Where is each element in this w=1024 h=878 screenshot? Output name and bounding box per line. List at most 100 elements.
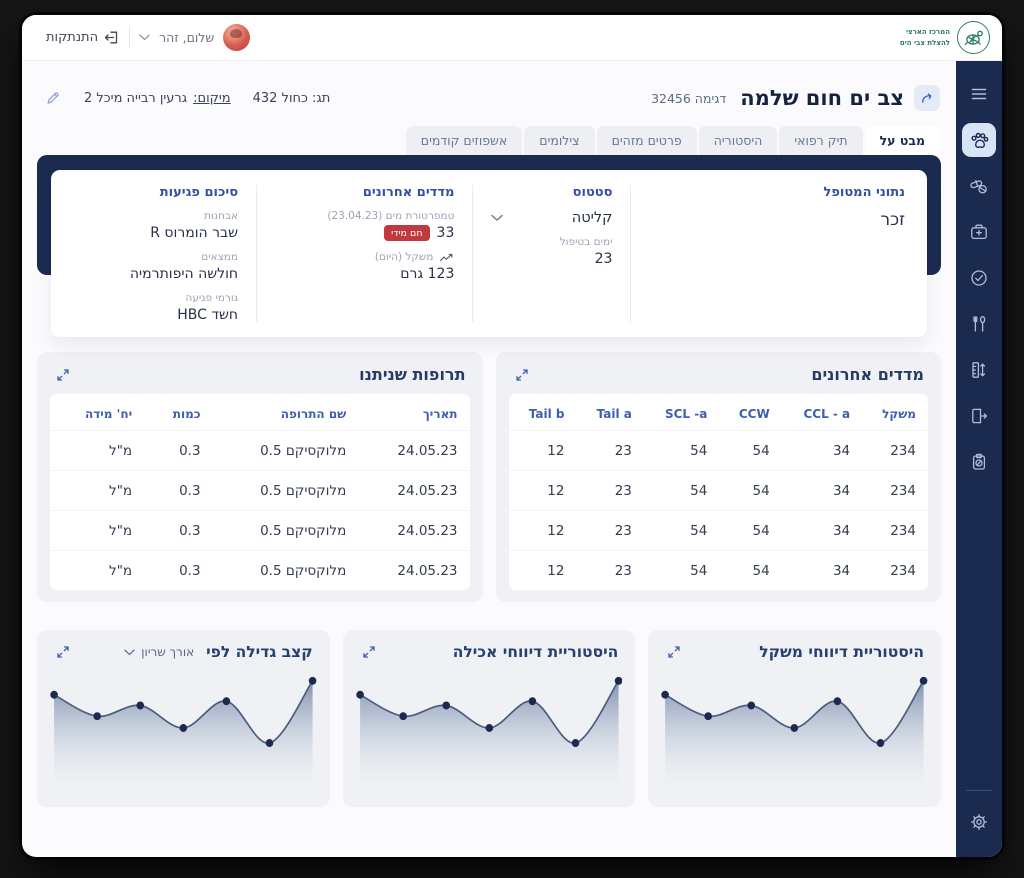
location-link[interactable]: מיקום: — [193, 90, 231, 106]
table-cell: 24.05.23 — [358, 510, 470, 551]
tags-group: תג: כחול 432 מיקום: גרעין רבייה מיכל 2 — [46, 91, 330, 106]
main-content: צב ים חום שלמה דגימה 32456 תג: כחול 432 … — [22, 61, 956, 857]
edit-pencil-icon[interactable] — [46, 91, 60, 105]
area-chart — [661, 676, 928, 787]
table-cell: מ"ל — [50, 430, 145, 471]
logout-label: התנתקות — [46, 30, 99, 45]
topbar: המרכז הארצי להצלת צבי הים שלום, זהר התנת… — [22, 15, 1002, 61]
table-cell: 54 — [643, 550, 720, 590]
logo-text: המרכז הארצי להצלת צבי הים — [899, 28, 950, 47]
days-in-care-value: 23 — [594, 251, 613, 267]
table-cell: 54 — [719, 510, 782, 551]
overview-card: נתוני המטופל זכר סטטוס קליטה ימים בטיפול… — [51, 170, 927, 337]
expand-icon[interactable] — [54, 366, 72, 384]
recent-metrics-section: מדדים אחרונים טמפרטורת מים (23.04.23) 33… — [256, 185, 472, 322]
share-button[interactable] — [914, 85, 940, 111]
table-row: 234 34 54 54 23 12 — [508, 510, 928, 551]
expand-icon[interactable] — [665, 643, 683, 661]
tables-row: מדדים אחרונים משקל CCL - a CCW SCL -a Tail a… — [37, 352, 941, 602]
table-cell: 23 — [576, 510, 644, 551]
table-cell: 54 — [643, 430, 720, 471]
release-icon[interactable] — [962, 399, 996, 433]
tab-previous-hospitalizations[interactable]: אשפוזים קודמים — [405, 126, 523, 155]
measurements-icon[interactable] — [962, 353, 996, 387]
charts-row: היסטוריית דיווחי משקל היסטוריית דיווחי א… — [36, 630, 941, 807]
table-cell: 34 — [781, 550, 863, 590]
settings-icon[interactable] — [962, 805, 996, 839]
sidebar — [956, 61, 1002, 857]
table-cell: מ"ל — [50, 470, 145, 511]
weight-history-card: היסטוריית דיווחי משקל — [648, 630, 941, 807]
expand-icon[interactable] — [54, 643, 72, 661]
table-cell: מ"ל — [50, 510, 145, 551]
overview-panel: נתוני המטופל זכר סטטוס קליטה ימים בטיפול… — [37, 155, 941, 337]
tab-overview[interactable]: מבט על — [864, 126, 940, 155]
section-header: נתוני המטופל — [823, 185, 905, 200]
growth-rate-card: קצב גדילה לפי אורך שריון — [36, 630, 330, 807]
location-value: גרעין רבייה מיכל 2 — [84, 90, 188, 106]
patient-data-section: נתוני המטופל זכר — [630, 185, 905, 322]
tab-photos[interactable]: צילומים — [524, 126, 595, 155]
days-in-care-label: ימים בטיפול — [559, 236, 613, 248]
column-header: משקל — [882, 407, 916, 421]
chevron-down-icon[interactable] — [139, 34, 150, 41]
table-cell: מ"ל — [50, 550, 145, 590]
column-header: CCL - a — [803, 407, 851, 421]
table-cell: 54 — [719, 470, 782, 511]
table-cell: 34 — [781, 430, 863, 471]
column-header: Tail a — [596, 407, 632, 421]
section-header: סטטוס — [572, 185, 613, 200]
table-row: 24.05.23 מלוקסיקם 0.5 0.3 מ"ל — [50, 510, 470, 551]
eating-history-card: היסטוריית דיווחי אכילה — [342, 630, 636, 807]
column-header: יח' מידה — [84, 407, 133, 421]
logout-button[interactable]: התנתקות — [46, 30, 120, 45]
findings-value: חולשה היפותרמיה — [129, 266, 239, 282]
growth-metric-select[interactable]: אורך שריון — [124, 645, 194, 659]
card-title: תרופות שניתנו — [359, 365, 466, 384]
clipboard-icon[interactable] — [962, 445, 996, 479]
paw-icon[interactable] — [962, 123, 996, 157]
table-cell: 54 — [719, 550, 782, 590]
weight-today-value: 123 גרם — [400, 266, 455, 282]
recent-metrics-table: משקל CCL - a CCW SCL -a Tail a Tail b 234 34 54 5… — [508, 394, 928, 590]
topbar-divider — [129, 27, 131, 48]
water-temp-value: 33 — [436, 225, 455, 241]
table-cell: 23 — [576, 470, 644, 511]
table-cell: 34 — [781, 510, 863, 551]
menu-icon[interactable] — [962, 77, 996, 111]
food-icon[interactable] — [962, 307, 996, 341]
tabs: מבט על תיק רפואי היסטוריה פרטים מזהים צי… — [22, 126, 956, 155]
area-chart — [50, 676, 317, 787]
tab-history[interactable]: היסטוריה — [698, 126, 778, 155]
status-section: סטטוס קליטה ימים בטיפול 23 — [472, 185, 630, 322]
table-cell: 0.3 — [144, 510, 213, 551]
table-cell: 0.3 — [144, 550, 213, 590]
table-cell: 12 — [508, 470, 577, 511]
medical-kit-icon[interactable] — [962, 215, 996, 249]
column-header: תאריך — [422, 407, 458, 421]
diagnoses-label: אבחנות — [204, 210, 239, 222]
page-header: צב ים חום שלמה דגימה 32456 תג: כחול 432 … — [22, 61, 956, 111]
recent-metrics-card: מדדים אחרונים משקל CCL - a CCW SCL -a Tail a… — [495, 352, 941, 602]
chevron-down-icon — [124, 649, 135, 655]
check-circle-icon[interactable] — [962, 261, 996, 295]
table-cell: 234 — [862, 510, 928, 551]
table-row: 24.05.23 מלוקסיקם 0.5 0.3 מ"ל — [50, 550, 470, 590]
section-header: מדדים אחרונים — [362, 185, 455, 200]
user-greeting: שלום, זהר — [159, 30, 215, 45]
tab-medical-file[interactable]: תיק רפואי — [779, 126, 863, 155]
table-cell: 234 — [862, 430, 928, 471]
injury-causes-label: גורמי פגיעה — [185, 292, 239, 304]
table-cell: 24.05.23 — [358, 430, 470, 471]
avatar[interactable] — [223, 24, 251, 51]
expand-icon[interactable] — [513, 366, 531, 384]
table-cell: 12 — [508, 510, 577, 551]
table-cell: 12 — [508, 550, 577, 590]
expand-icon[interactable] — [360, 643, 378, 661]
table-cell: 54 — [719, 430, 782, 471]
table-cell: 234 — [862, 550, 928, 590]
status-select[interactable]: קליטה — [491, 210, 612, 226]
pills-icon[interactable] — [962, 169, 996, 203]
table-cell: 234 — [862, 470, 928, 511]
tab-identifying-details[interactable]: פרטים מזהים — [596, 126, 697, 155]
